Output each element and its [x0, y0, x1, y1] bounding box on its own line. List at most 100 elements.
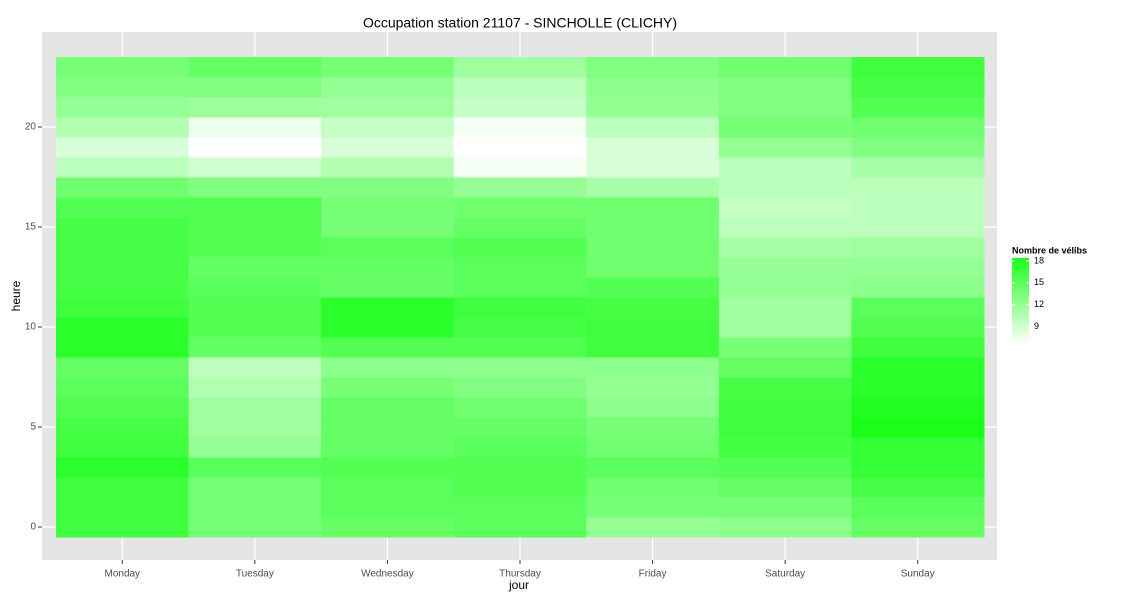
tile [188, 517, 322, 538]
tile [56, 217, 190, 238]
tile [718, 417, 852, 438]
tile [453, 477, 587, 498]
tile [56, 297, 190, 318]
tile [188, 257, 322, 278]
tile [718, 237, 852, 258]
tile [718, 517, 852, 538]
tile [851, 157, 985, 178]
tile [56, 317, 190, 338]
tile [321, 417, 455, 438]
tile [453, 417, 587, 438]
tile [851, 417, 985, 438]
tile [453, 397, 587, 418]
tile [586, 237, 720, 258]
tile [321, 457, 455, 478]
tile [56, 97, 190, 118]
tile [851, 277, 985, 298]
tile [56, 437, 190, 458]
tile [586, 177, 720, 198]
tile [321, 277, 455, 298]
tile [321, 437, 455, 458]
tile [453, 97, 587, 118]
tile [321, 317, 455, 338]
x-tick-label: Wednesday [361, 569, 414, 580]
tile [188, 337, 322, 358]
tile [718, 437, 852, 458]
tile [56, 157, 190, 178]
x-axis-title: jour [508, 578, 529, 592]
tile [453, 177, 587, 198]
tile [718, 317, 852, 338]
tile [851, 197, 985, 218]
tile [851, 497, 985, 518]
legend-tick-label: 12 [1034, 299, 1044, 309]
tile [586, 397, 720, 418]
tile [188, 277, 322, 298]
tile [718, 297, 852, 318]
tile [718, 177, 852, 198]
tile [453, 497, 587, 518]
tile [586, 57, 720, 78]
tile [851, 97, 985, 118]
tile [56, 477, 190, 498]
tile [851, 77, 985, 98]
x-tick-label: Monday [104, 569, 140, 580]
tile [851, 237, 985, 258]
y-tick-label: 5 [30, 422, 36, 433]
tile [188, 117, 322, 138]
tile [586, 437, 720, 458]
tile [453, 237, 587, 258]
tile [321, 197, 455, 218]
tile [453, 77, 587, 98]
tile [321, 177, 455, 198]
tile [851, 437, 985, 458]
tile [851, 177, 985, 198]
tile [586, 137, 720, 158]
tile [188, 177, 322, 198]
y-axis-title: heure [9, 280, 23, 311]
tile [188, 377, 322, 398]
tile [718, 77, 852, 98]
tile [453, 197, 587, 218]
tile [56, 517, 190, 538]
tile [321, 137, 455, 158]
tile [453, 217, 587, 238]
tile [851, 317, 985, 338]
tile [188, 417, 322, 438]
tile [321, 377, 455, 398]
tile [56, 377, 190, 398]
tile [188, 197, 322, 218]
tile [851, 57, 985, 78]
x-tick-label: Saturday [765, 569, 805, 580]
x-tick-label: Thursday [499, 569, 541, 580]
tile [56, 417, 190, 438]
tile [453, 457, 587, 478]
tile [188, 217, 322, 238]
tile [321, 357, 455, 378]
tile [56, 357, 190, 378]
tile [586, 457, 720, 478]
tile [56, 197, 190, 218]
tile [718, 277, 852, 298]
tile [453, 297, 587, 318]
tile [851, 257, 985, 278]
tile [851, 477, 985, 498]
tile [586, 77, 720, 98]
tile [56, 117, 190, 138]
tile [188, 157, 322, 178]
tile [56, 497, 190, 518]
tile [321, 97, 455, 118]
tile [851, 137, 985, 158]
tile [718, 397, 852, 418]
tile [586, 117, 720, 138]
tile [718, 357, 852, 378]
legend-colorbar [1012, 258, 1029, 345]
tile [586, 217, 720, 238]
tile [453, 257, 587, 278]
tile [851, 217, 985, 238]
tile [851, 377, 985, 398]
y-tick-label: 15 [25, 222, 37, 233]
tile [453, 137, 587, 158]
tile [56, 277, 190, 298]
